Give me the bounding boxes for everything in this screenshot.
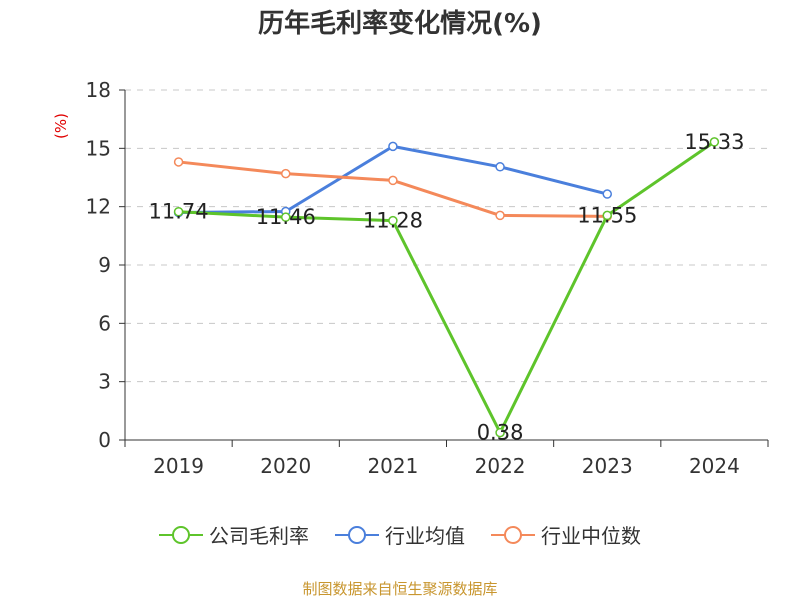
- series-line: [178, 140, 716, 435]
- data-label: 11.74: [149, 200, 209, 224]
- legend-item-industry-median[interactable]: 行业中位数: [491, 520, 641, 549]
- y-tick-label: 6: [98, 311, 111, 335]
- legend-item-company-gross-margin[interactable]: 公司毛利率: [159, 520, 309, 549]
- y-tick-label: 18: [86, 78, 111, 102]
- data-label: 15.33: [684, 130, 744, 154]
- data-point: [388, 141, 398, 152]
- data-point: [281, 168, 291, 179]
- data-point: [173, 157, 184, 167]
- data-point: [388, 175, 398, 186]
- data-point: [281, 212, 291, 222]
- legend: 公司毛利率 行业均值 行业中位数: [0, 520, 800, 549]
- y-tick-label: 3: [98, 370, 111, 394]
- data-point: [495, 210, 505, 221]
- legend-label: 行业均值: [385, 524, 465, 548]
- legend-line-marker-icon: [335, 525, 379, 544]
- legend-line-marker-icon: [491, 525, 535, 544]
- x-tick-label: 2024: [689, 454, 740, 478]
- legend-line-marker-icon: [159, 525, 203, 544]
- legend-item-industry-average[interactable]: 行业均值: [335, 520, 465, 549]
- data-point: [602, 210, 612, 221]
- data-label: 11.46: [256, 205, 316, 229]
- data-point: [602, 189, 612, 199]
- y-tick-label: 15: [86, 136, 111, 160]
- data-point: [388, 215, 398, 226]
- data-point: [173, 206, 184, 217]
- legend-label: 公司毛利率: [209, 524, 309, 548]
- legend-label: 行业中位数: [541, 524, 641, 548]
- x-tick-label: 2023: [582, 454, 633, 478]
- data-label: 11.55: [577, 203, 637, 227]
- data-label: 11.28: [363, 209, 423, 233]
- y-tick-label: 9: [98, 253, 111, 277]
- x-tick-label: 2020: [260, 454, 311, 478]
- chart-title: 历年毛利率变化情况(%): [258, 9, 542, 39]
- x-tick-label: 2019: [153, 454, 204, 478]
- data-label: 0.38: [477, 421, 524, 445]
- y-tick-label: 0: [98, 428, 111, 452]
- x-tick-label: 2022: [475, 454, 526, 478]
- x-tick-label: 2021: [367, 454, 418, 478]
- data-point: [495, 162, 505, 172]
- data-point: [495, 427, 505, 438]
- data-point: [709, 137, 720, 147]
- y-tick-label: 12: [86, 195, 111, 219]
- data-source-note: 制图数据来自恒生聚源数据库: [302, 580, 498, 598]
